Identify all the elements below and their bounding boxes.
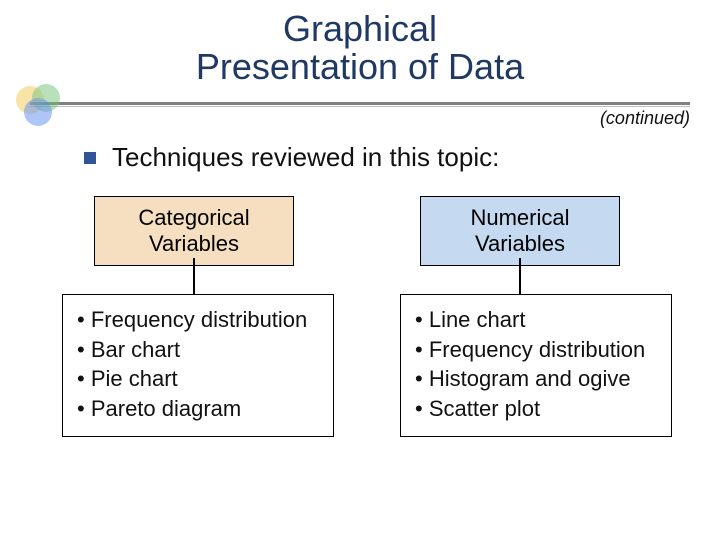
subtitle-row: Techniques reviewed in this topic: xyxy=(84,142,499,173)
list-item: Pie chart xyxy=(77,364,319,394)
list-item: Frequency distribution xyxy=(77,305,319,335)
title-line-1: Graphical xyxy=(0,10,720,48)
list-item: Scatter plot xyxy=(415,394,657,424)
categorical-line-2: Variables xyxy=(95,231,293,257)
connector-right xyxy=(519,258,521,294)
categorical-items-box: Frequency distribution Bar chart Pie cha… xyxy=(62,294,334,437)
numerical-line-2: Variables xyxy=(421,231,619,257)
list-item: Histogram and ogive xyxy=(415,364,657,394)
title-line-2: Presentation of Data xyxy=(0,48,720,86)
slide-title: Graphical Presentation of Data xyxy=(0,10,720,86)
numerical-line-1: Numerical xyxy=(421,205,619,231)
subtitle-text: Techniques reviewed in this topic: xyxy=(112,142,499,173)
slide-logo-icon xyxy=(10,82,72,128)
list-item: Frequency distribution xyxy=(415,335,657,365)
title-underline xyxy=(30,102,690,105)
continued-label: (continued) xyxy=(600,108,690,129)
list-item: Pareto diagram xyxy=(77,394,319,424)
numerical-heading-box: Numerical Variables xyxy=(420,196,620,266)
categorical-heading-box: Categorical Variables xyxy=(94,196,294,266)
categorical-line-1: Categorical xyxy=(95,205,293,231)
list-item: Line chart xyxy=(415,305,657,335)
square-bullet-icon xyxy=(84,152,96,164)
connector-left xyxy=(193,258,195,294)
list-item: Bar chart xyxy=(77,335,319,365)
numerical-items-box: Line chart Frequency distribution Histog… xyxy=(400,294,672,437)
